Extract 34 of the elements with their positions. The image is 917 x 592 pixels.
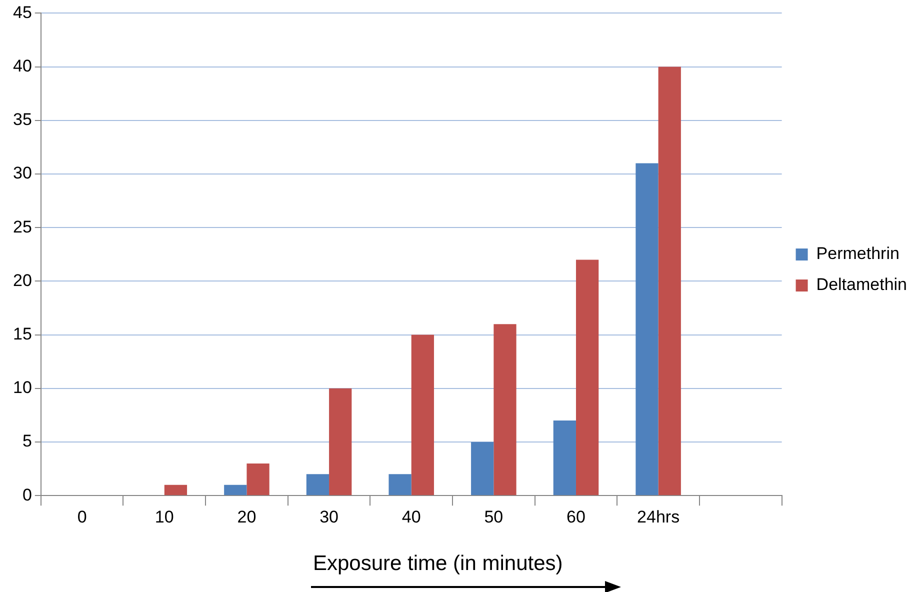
bar bbox=[411, 334, 434, 496]
bar bbox=[224, 484, 247, 496]
x-tick-label: 20 bbox=[237, 507, 256, 526]
y-tick-label: 10 bbox=[12, 378, 32, 398]
y-tick-label: 15 bbox=[12, 324, 32, 344]
x-tick-label: 0 bbox=[77, 507, 87, 526]
x-tick-label: 60 bbox=[566, 507, 586, 526]
y-tick-label: 30 bbox=[12, 164, 32, 183]
y-tick-label: 25 bbox=[12, 217, 32, 236]
bar bbox=[246, 463, 270, 496]
x-axis-title: Exposure time (in minutes) bbox=[313, 552, 563, 576]
bar bbox=[494, 324, 516, 496]
bar bbox=[164, 484, 188, 496]
bar bbox=[553, 420, 576, 496]
y-tick-label: 45 bbox=[12, 2, 32, 22]
bar bbox=[658, 66, 681, 496]
y-tick-label: 35 bbox=[12, 110, 32, 130]
bar bbox=[576, 260, 599, 496]
x-tick-label: 24hrs bbox=[637, 507, 680, 526]
y-tick-label: 40 bbox=[12, 56, 32, 76]
x-tick-label: 30 bbox=[320, 507, 338, 526]
bar bbox=[388, 474, 412, 496]
legend-label: Deltamethin bbox=[816, 275, 908, 294]
bar bbox=[306, 474, 330, 496]
y-tick-label: 0 bbox=[22, 485, 32, 504]
y-tick-label: 20 bbox=[12, 270, 32, 290]
y-tick-label: 5 bbox=[22, 432, 32, 451]
x-tick-label: 50 bbox=[484, 507, 504, 526]
bar bbox=[329, 388, 352, 496]
bar bbox=[636, 163, 658, 496]
x-tick-label: 10 bbox=[154, 507, 174, 526]
legend-label: Permethrin bbox=[816, 244, 900, 264]
bar bbox=[471, 442, 494, 496]
x-tick-label: 40 bbox=[402, 507, 421, 526]
